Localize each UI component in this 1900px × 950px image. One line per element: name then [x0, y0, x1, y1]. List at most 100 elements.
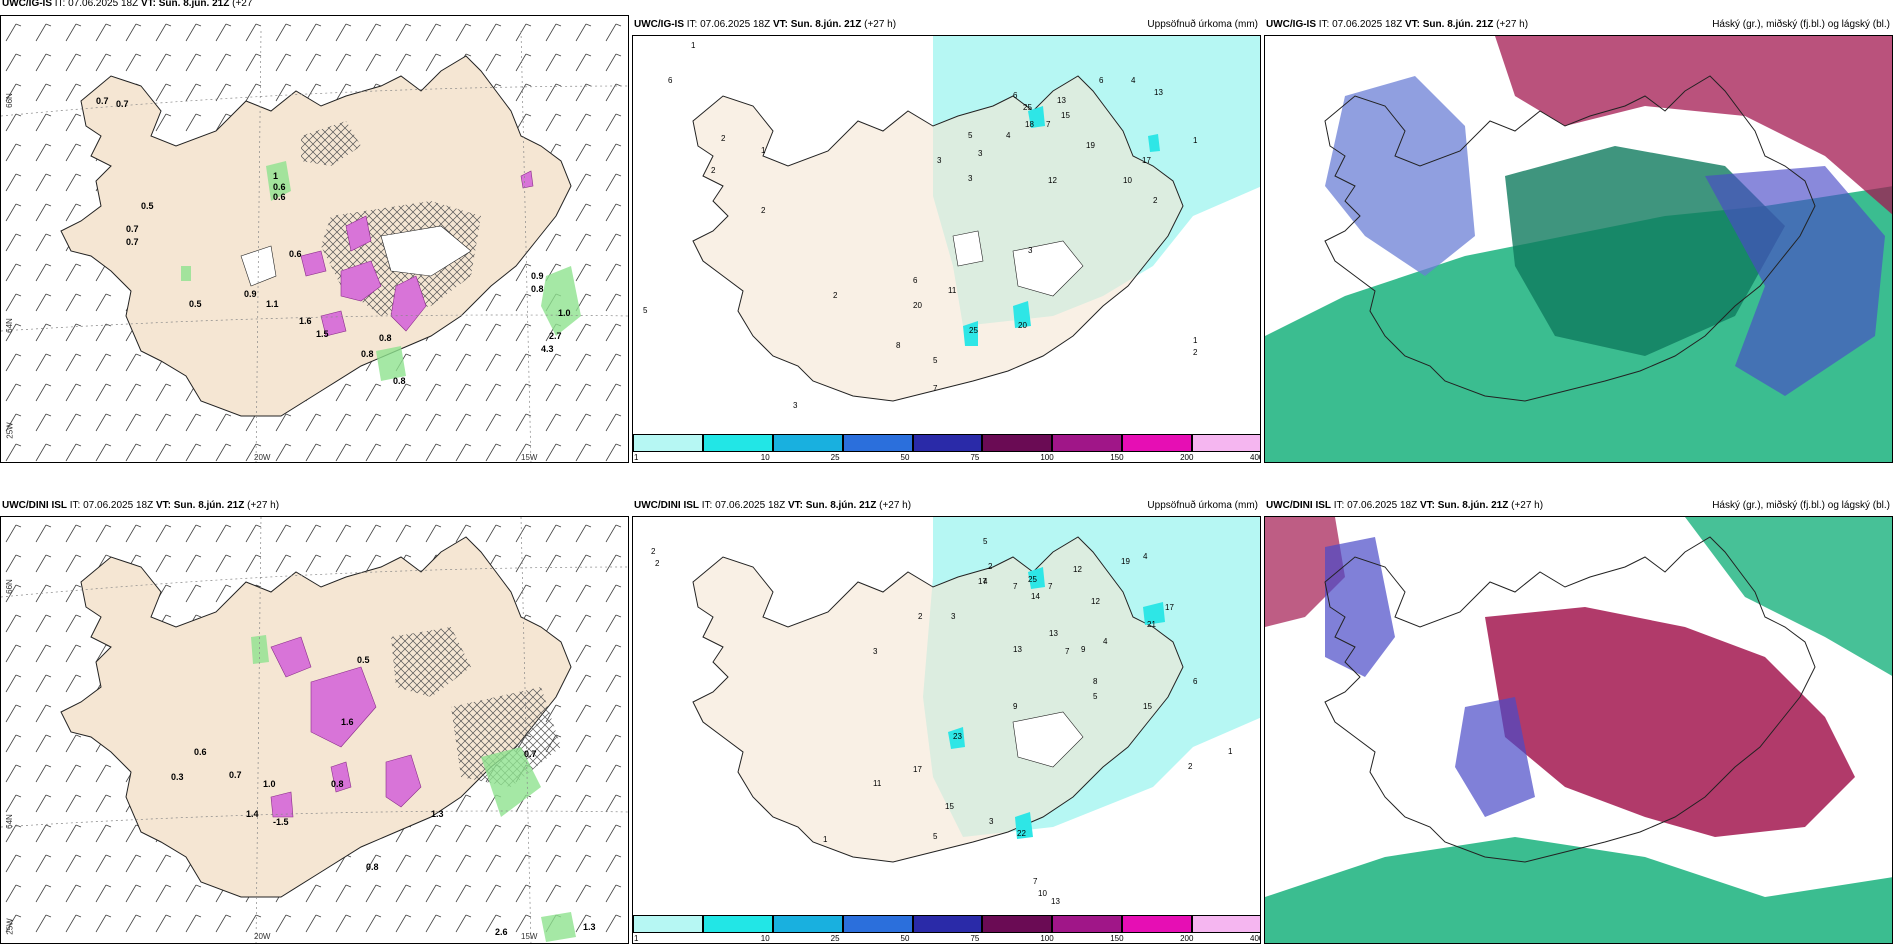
colorbar-swatch — [982, 434, 1053, 452]
value-label: 10 — [1038, 889, 1047, 898]
value-label: 1.3 — [431, 809, 444, 819]
graticule — [1, 517, 628, 943]
value-label: 5 — [933, 832, 938, 841]
colorbar-swatch — [982, 915, 1053, 933]
value-label: 2 — [761, 206, 766, 215]
value-label: 25 — [1023, 103, 1032, 112]
init-time: IT: 07.06.2025 18Z — [69, 500, 154, 511]
value-label: 2 — [1188, 762, 1193, 771]
lead-time: (+27 h) — [1511, 500, 1544, 511]
map-area[interactable]: 1 6 2 2 1 2 3 3 5 4 6 13 25 18 7 15 6 4 … — [632, 35, 1261, 463]
value-label: 2 — [833, 291, 838, 300]
value-label: 0.5 — [357, 655, 370, 665]
value-label: 0.9 — [244, 289, 257, 299]
value-label: 7 — [933, 384, 938, 393]
value-label: 2 — [918, 612, 923, 621]
map-area[interactable]: 66N 64N 25W 20W 15W 0.6 0.3 0.7 1.0 1.4 … — [0, 516, 629, 944]
map-area[interactable] — [1264, 35, 1893, 463]
value-label: 2 — [1193, 348, 1198, 357]
panel-ig-convective: UWC/IG-IS IT: 07.06.2025 18Z VT: Sun. 8.… — [0, 0, 629, 463]
value-label: 1 — [691, 41, 696, 50]
map-area[interactable]: 2 2 5 2 4 7 7 17 25 14 13 12 19 12 21 17… — [632, 516, 1261, 944]
value-label: 17 — [1142, 156, 1151, 165]
value-label: 6 — [668, 76, 673, 85]
value-label: 3 — [1028, 246, 1033, 255]
value-label: 0.8 — [531, 284, 544, 294]
cloud-mid — [1495, 36, 1892, 215]
model-name: UWC/IG-IS — [2, 0, 52, 9]
value-label: 2.7 — [549, 331, 562, 341]
value-label: 9 — [1013, 702, 1018, 711]
colorbar-label: 400 — [1250, 934, 1260, 943]
hatch-area — [301, 121, 361, 166]
convective-cells — [300, 170, 534, 337]
value-label: 9 — [1081, 645, 1086, 654]
lon-label: 25W — [5, 422, 15, 439]
value-label: 4 — [1103, 637, 1108, 646]
value-label: 2 — [1153, 196, 1158, 205]
glacier — [1012, 711, 1084, 768]
lat-label: 66N — [4, 579, 14, 594]
value-label: 6 — [1099, 76, 1104, 85]
value-label: 0.6 — [273, 192, 286, 202]
panel-variable: Uppsöfnuð úrkoma (mm) — [1147, 19, 1258, 30]
cloud-high — [1325, 76, 1475, 276]
value-label: 1.0 — [263, 779, 276, 789]
cloud-high — [1325, 537, 1395, 677]
value-label: 4 — [1006, 131, 1011, 140]
map-svg — [692, 36, 1260, 402]
value-label: 7 — [1046, 120, 1051, 129]
convective-green — [251, 635, 576, 942]
value-label: 0.8 — [393, 376, 406, 386]
init-time: IT: 07.06.2025 18Z — [686, 19, 771, 30]
hatch-area — [391, 627, 471, 697]
panel-dini-clouds: UWC/DINI ISL IT: 07.06.2025 18Z VT: Sun.… — [1264, 496, 1893, 944]
lon-label: 20W — [254, 932, 271, 941]
value-label: 13 — [1154, 88, 1163, 97]
precip-mid — [963, 106, 1160, 346]
map-area[interactable] — [1264, 516, 1893, 944]
lat-label: 66N — [4, 93, 14, 108]
value-label: 1 — [273, 171, 279, 181]
value-label: 1 — [823, 835, 828, 844]
colorbar-swatch — [912, 915, 983, 933]
value-label: 25 — [1028, 575, 1037, 584]
value-label: 2 — [721, 134, 726, 143]
value-label: 0.7 — [126, 237, 139, 247]
colorbar-swatch — [1122, 915, 1193, 933]
glacier — [952, 230, 984, 267]
panel-title: UWC/IG-IS IT: 07.06.2025 18Z VT: Sun. 8.… — [1264, 15, 1893, 35]
colorbar-swatch — [1192, 434, 1260, 452]
cloud-low — [1685, 517, 1892, 676]
colorbar-label: 150 — [1110, 453, 1124, 462]
colorbar-label: 10 — [760, 453, 770, 462]
value-label: 13 — [1057, 96, 1066, 105]
map-area[interactable]: 66N 64N 25W 20W 15W 0.7 0.7 1 0.6 0.6 0.… — [0, 15, 629, 463]
value-label: 12 — [1073, 565, 1082, 574]
value-label: 6 — [1193, 677, 1198, 686]
panel-dini-precip: UWC/DINI ISL IT: 07.06.2025 18Z VT: Sun.… — [632, 496, 1261, 944]
colorbar-swatch — [702, 915, 773, 933]
colorbar-swatch — [1122, 434, 1193, 452]
model-name: UWC/DINI ISL — [1266, 500, 1331, 511]
lon-label: 15W — [521, 453, 538, 462]
value-label: 0.6 — [273, 182, 286, 192]
value-label: 5 — [983, 537, 988, 546]
colorbar-label: 50 — [900, 934, 910, 943]
lon-label: 25W — [5, 918, 15, 935]
map-svg — [1265, 517, 1892, 943]
value-label: 1 — [761, 146, 766, 155]
lead-time: (+27 h) — [247, 500, 280, 511]
value-label: 21 — [1147, 620, 1156, 629]
lead-time: (+27 h) — [1496, 19, 1529, 30]
value-label: 0.8 — [361, 349, 374, 359]
value-label: 2.6 — [495, 927, 508, 937]
iceland-land — [692, 75, 1184, 402]
value-label: 3 — [937, 156, 942, 165]
value-label: 3 — [989, 817, 994, 826]
colorbar-label: 25 — [830, 453, 840, 462]
colorbar-label: 50 — [900, 453, 910, 462]
panel-title: UWC/DINI ISL IT: 07.06.2025 18Z VT: Sun.… — [632, 496, 1261, 516]
colorbar-label: 10 — [760, 934, 770, 943]
value-label: 0.6 — [289, 249, 302, 259]
